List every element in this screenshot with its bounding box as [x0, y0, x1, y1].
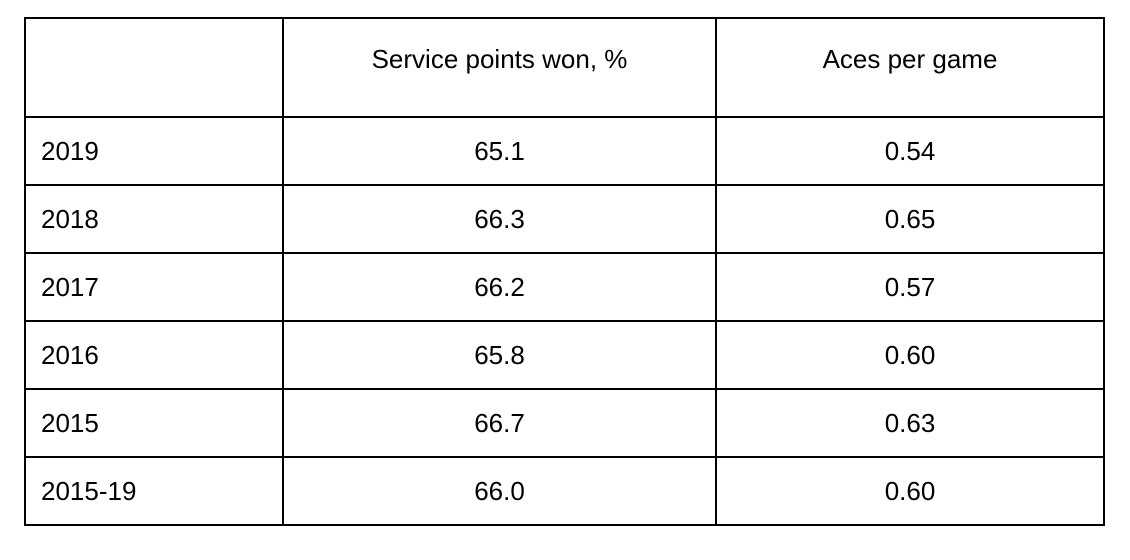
aces-per-game-cell: 0.60 — [715, 320, 1105, 390]
table-row: 2019 65.1 0.54 — [24, 116, 1105, 186]
year-cell: 2016 — [24, 320, 284, 390]
aces-per-game-cell: 0.54 — [715, 116, 1105, 186]
header-year — [24, 17, 284, 118]
aces-per-game-cell: 0.63 — [715, 388, 1105, 458]
year-cell: 2018 — [24, 184, 284, 254]
service-points-won-cell: 66.3 — [282, 184, 717, 254]
table-row: 2015 66.7 0.63 — [24, 388, 1105, 458]
aces-per-game-cell: 0.65 — [715, 184, 1105, 254]
year-cell: 2019 — [24, 116, 284, 186]
service-points-won-cell: 66.0 — [282, 456, 717, 526]
aces-per-game-cell: 0.60 — [715, 456, 1105, 526]
table-row: 2017 66.2 0.57 — [24, 252, 1105, 322]
service-points-won-cell: 65.1 — [282, 116, 717, 186]
table-header-row: Service points won, % Aces per game — [24, 17, 1105, 118]
service-points-won-cell: 66.7 — [282, 388, 717, 458]
year-cell: 2015-19 — [24, 456, 284, 526]
table-row: 2015-19 66.0 0.60 — [24, 456, 1105, 526]
service-stats-table: Service points won, % Aces per game 2019… — [24, 17, 1105, 526]
service-points-won-cell: 65.8 — [282, 320, 717, 390]
aces-per-game-cell: 0.57 — [715, 252, 1105, 322]
service-points-won-cell: 66.2 — [282, 252, 717, 322]
header-service-points-won: Service points won, % — [282, 17, 717, 118]
header-aces-per-game: Aces per game — [715, 17, 1105, 118]
table-row: 2018 66.3 0.65 — [24, 184, 1105, 254]
year-cell: 2017 — [24, 252, 284, 322]
table-row: 2016 65.8 0.60 — [24, 320, 1105, 390]
year-cell: 2015 — [24, 388, 284, 458]
